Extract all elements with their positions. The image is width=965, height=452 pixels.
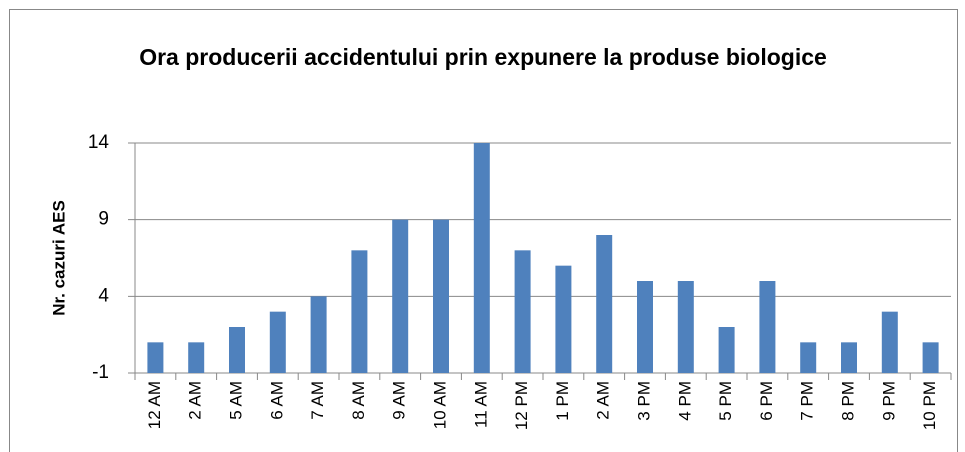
x-tick-label: 5 PM [716, 381, 735, 421]
bar [229, 327, 245, 373]
x-tick-label: 7 PM [798, 381, 817, 421]
bar [514, 250, 531, 373]
bar [188, 342, 205, 373]
x-tick-label: 7 AM [308, 381, 327, 420]
x-tick-label: 6 PM [757, 381, 776, 421]
x-tick-label: 5 AM [226, 381, 245, 420]
y-tick-label: -1 [92, 362, 109, 383]
bar [351, 250, 368, 373]
y-tick-label: 4 [98, 285, 109, 306]
x-tick-label: 11 AM [471, 381, 490, 428]
bar [473, 143, 490, 373]
x-tick-label: 2 AM [186, 381, 205, 420]
y-tick-label: 9 [98, 209, 109, 230]
bar [269, 311, 286, 373]
y-axis-label: Nr. cazuri AES [49, 200, 68, 316]
bar [147, 342, 164, 373]
x-tick-label: 8 AM [349, 381, 368, 420]
bar [310, 296, 327, 373]
x-tick-label: 4 PM [675, 381, 694, 421]
bar [677, 281, 694, 373]
x-tick-label: 12 AM [145, 381, 164, 429]
bar [759, 281, 776, 373]
bar [718, 327, 735, 373]
x-tick-label: 10 AM [430, 381, 449, 429]
chart-title: Ora producerii accidentului prin expuner… [139, 44, 827, 70]
bar [800, 342, 817, 373]
bar [637, 281, 653, 373]
x-tick-label: 9 PM [879, 381, 898, 421]
x-tick-label: 9 AM [390, 381, 409, 420]
chart-border [9, 9, 958, 452]
bar [555, 265, 572, 373]
bar [881, 311, 898, 373]
bar [596, 235, 613, 373]
x-tick-label: 2 AM [594, 381, 613, 420]
bar [392, 219, 409, 373]
y-tick-label: 14 [88, 132, 110, 153]
x-tick-label: 1 PM [553, 381, 572, 421]
bar [841, 342, 857, 373]
bar [433, 219, 449, 373]
x-tick-label: 8 PM [838, 381, 857, 421]
x-tick-label: 10 PM [920, 381, 939, 430]
bar [922, 342, 939, 373]
x-tick-label: 3 PM [634, 381, 653, 421]
x-tick-label: 12 PM [512, 381, 531, 430]
x-tick-label: 6 AM [267, 381, 286, 420]
